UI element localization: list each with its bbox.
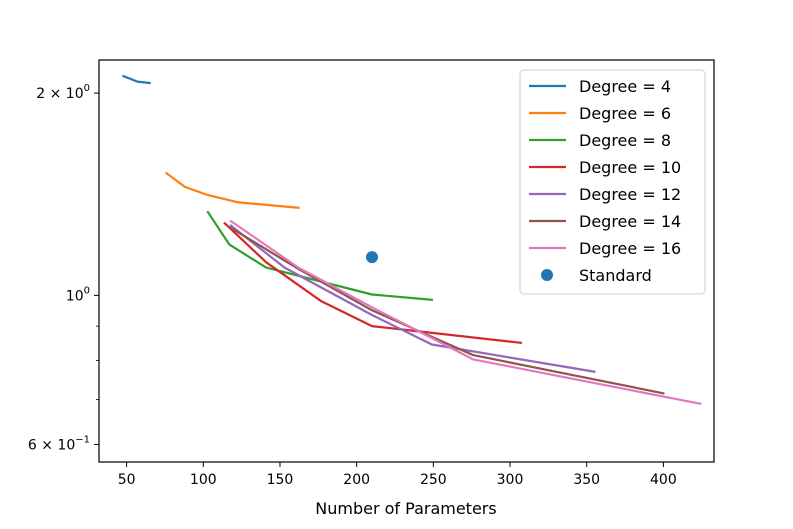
x-axis-ticks: 50 100 150 200 250 300 350 400 — [118, 462, 677, 488]
legend-label: Degree = 10 — [579, 158, 681, 177]
legend-swatch-standard — [541, 269, 553, 281]
x-tick-label: 250 — [420, 472, 447, 488]
x-tick-label: 200 — [343, 472, 370, 488]
y-tick-base: 2 × 10 — [36, 86, 83, 102]
legend-frame — [519, 69, 706, 295]
y-tick-exponent: −1 — [75, 434, 90, 445]
legend-label: Standard — [579, 266, 652, 285]
y-tick-label: 2 × 100 — [36, 83, 90, 102]
series-line-degree-14 — [229, 226, 665, 395]
legend-label: Degree = 16 — [579, 239, 681, 258]
series-line-degree-16 — [229, 219, 702, 405]
legend-label: Degree = 6 — [579, 104, 671, 123]
x-tick-label: 50 — [118, 472, 136, 488]
series-line-degree-4 — [122, 74, 151, 85]
legend-label: Degree = 14 — [579, 212, 681, 231]
y-tick-base: 10 — [66, 288, 84, 304]
legend-label: Degree = 12 — [579, 185, 681, 204]
series-line-degree-12 — [229, 224, 596, 373]
x-tick-label: 150 — [267, 472, 294, 488]
y-tick-exponent: 0 — [84, 83, 90, 94]
legend: Degree = 4 Degree = 6 Degree = 8 Degree = 1… — [519, 69, 706, 295]
series-line-degree-8 — [206, 210, 433, 301]
legend-label: Degree = 4 — [579, 77, 671, 96]
y-tick-label: 100 — [66, 285, 90, 304]
series-line-degree-10 — [223, 221, 523, 345]
x-tick-label: 350 — [573, 472, 600, 488]
x-tick-label: 300 — [497, 472, 524, 488]
plot-frame — [98, 59, 715, 463]
series-lines — [122, 74, 702, 405]
point-standard — [365, 251, 378, 264]
y-tick-label: 6 × 10−1 — [28, 434, 90, 453]
x-tick-label: 100 — [190, 472, 217, 488]
x-axis-label: Number of Parameters — [315, 499, 496, 518]
y-tick-exponent: 0 — [84, 285, 90, 296]
series-line-degree-6 — [164, 171, 300, 209]
scatter-points — [365, 251, 378, 264]
x-tick-label: 400 — [650, 472, 677, 488]
y-tick-base: 6 × 10 — [28, 437, 75, 453]
legend-label: Degree = 8 — [579, 131, 671, 150]
